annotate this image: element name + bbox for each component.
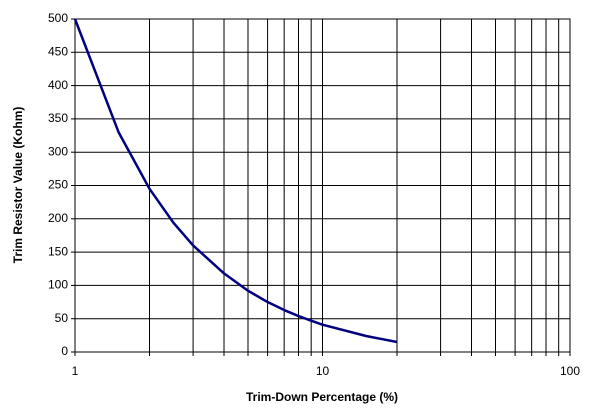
- y-axis-title: Trim Resistor Value (Kohm): [11, 107, 25, 264]
- y-tick-label: 400: [48, 78, 68, 92]
- y-tick-label: 350: [48, 111, 68, 125]
- y-tick-label: 250: [48, 178, 68, 192]
- x-axis-title: Trim-Down Percentage (%): [246, 390, 398, 404]
- x-tick-label: 100: [560, 364, 580, 378]
- y-tick-label: 450: [48, 44, 68, 58]
- y-tick-label: 50: [55, 311, 69, 325]
- y-tick-label: 0: [61, 344, 68, 358]
- line-series: [73, 18, 398, 344]
- y-tick-label: 150: [48, 244, 68, 258]
- y-tick-label: 300: [48, 144, 68, 158]
- y-tick-label: 200: [48, 211, 68, 225]
- y-tick-label: 100: [48, 278, 68, 292]
- x-tick-label: 1: [72, 364, 79, 378]
- y-tick-label: 500: [48, 11, 68, 25]
- x-tick-label: 10: [316, 364, 330, 378]
- plot-frame: [74, 18, 571, 353]
